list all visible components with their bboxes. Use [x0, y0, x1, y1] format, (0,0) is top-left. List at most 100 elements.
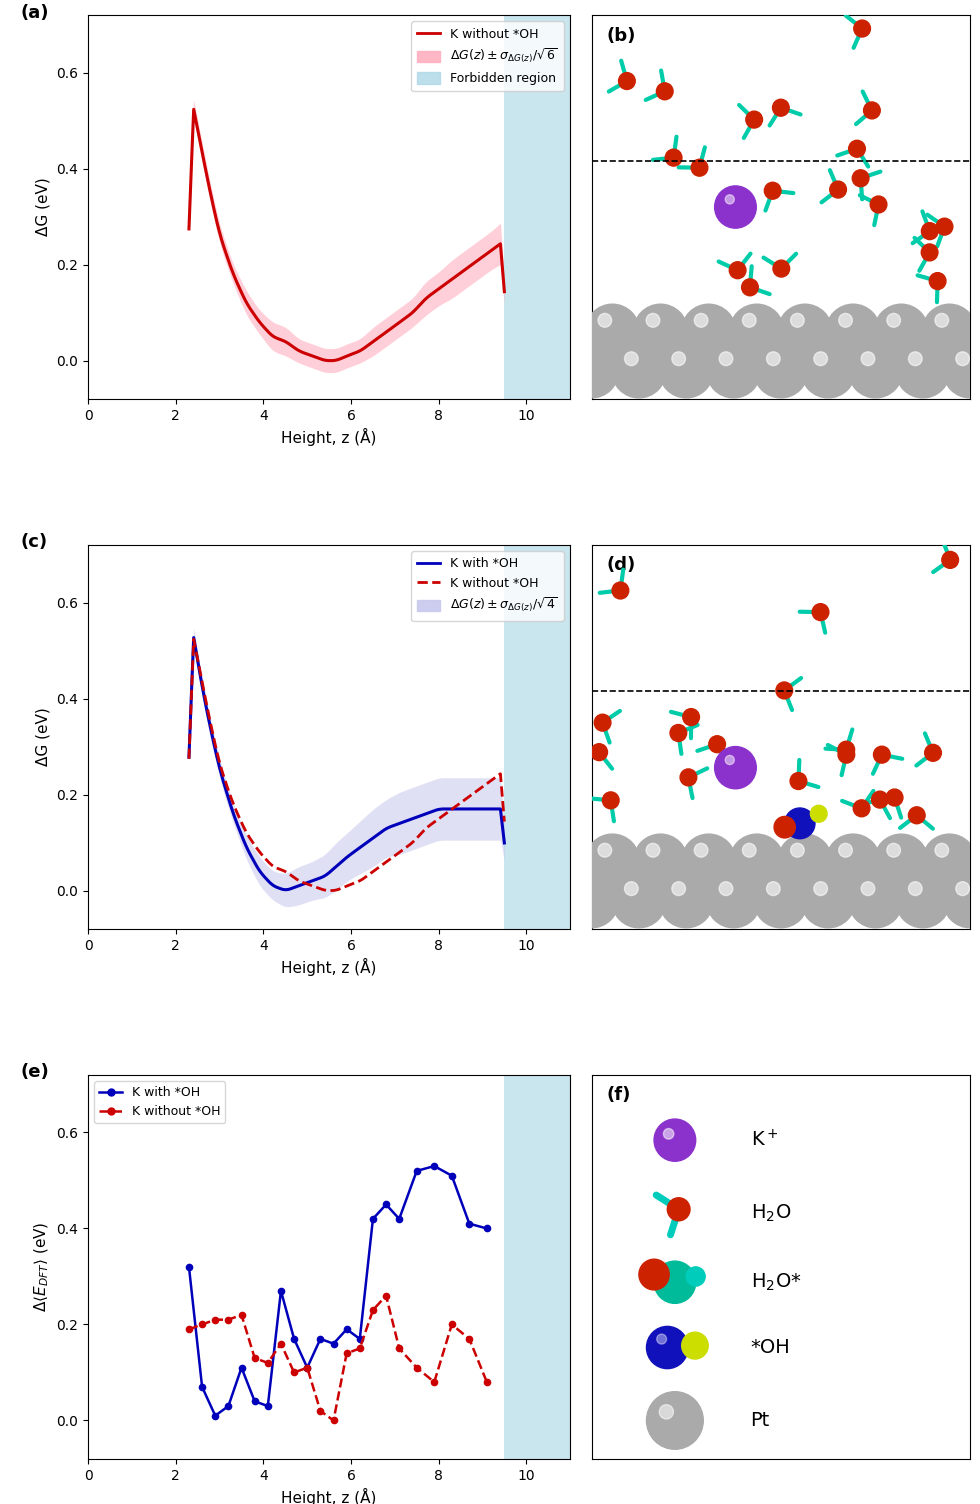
Circle shape — [776, 681, 793, 699]
Circle shape — [826, 835, 880, 889]
Circle shape — [956, 352, 969, 365]
Circle shape — [624, 881, 638, 895]
Circle shape — [719, 352, 733, 365]
Bar — [505, 15, 592, 399]
X-axis label: Height, z (Å): Height, z (Å) — [281, 1487, 377, 1504]
Bar — [505, 544, 592, 929]
Circle shape — [598, 313, 612, 328]
Circle shape — [943, 872, 980, 928]
Circle shape — [935, 313, 949, 328]
Circle shape — [612, 343, 666, 399]
X-axis label: Height, z (Å): Height, z (Å) — [281, 958, 377, 976]
Circle shape — [863, 102, 880, 119]
Circle shape — [683, 708, 700, 725]
Circle shape — [729, 304, 784, 359]
Circle shape — [754, 343, 808, 399]
Text: (e): (e) — [21, 1063, 49, 1081]
Circle shape — [810, 805, 827, 823]
Circle shape — [612, 872, 666, 928]
Circle shape — [943, 343, 980, 399]
Circle shape — [896, 343, 951, 399]
Circle shape — [714, 746, 757, 788]
Circle shape — [791, 844, 805, 857]
Circle shape — [908, 881, 922, 895]
Circle shape — [624, 352, 638, 365]
Circle shape — [603, 793, 619, 809]
Circle shape — [838, 741, 855, 758]
Circle shape — [861, 352, 875, 365]
Circle shape — [612, 582, 629, 599]
Text: (b): (b) — [607, 27, 636, 45]
Circle shape — [659, 343, 713, 399]
Circle shape — [754, 872, 808, 928]
Circle shape — [764, 182, 781, 199]
Circle shape — [870, 196, 887, 214]
Y-axis label: ΔG (eV): ΔG (eV) — [36, 177, 51, 236]
Circle shape — [922, 835, 977, 889]
Circle shape — [746, 111, 762, 128]
Circle shape — [942, 552, 958, 569]
Circle shape — [618, 72, 635, 89]
Circle shape — [849, 343, 903, 399]
Legend: K without *OH, $\Delta G(z) \pm \sigma_{\Delta G(z)}/\sqrt{6}$, Forbidden region: K without *OH, $\Delta G(z) \pm \sigma_{… — [412, 21, 564, 92]
Y-axis label: $\Delta\langle E_{DFT}\rangle$ (eV): $\Delta\langle E_{DFT}\rangle$ (eV) — [32, 1221, 51, 1311]
Circle shape — [646, 844, 660, 857]
Circle shape — [633, 304, 688, 359]
Circle shape — [647, 1391, 704, 1450]
Circle shape — [714, 186, 757, 229]
Circle shape — [660, 1405, 673, 1420]
Circle shape — [873, 746, 890, 763]
X-axis label: Height, z (Å): Height, z (Å) — [281, 429, 377, 447]
Circle shape — [886, 790, 903, 806]
Circle shape — [826, 304, 880, 359]
Circle shape — [801, 872, 856, 928]
Circle shape — [785, 808, 815, 839]
Circle shape — [665, 149, 682, 165]
Text: (c): (c) — [21, 534, 48, 552]
Circle shape — [896, 872, 951, 928]
Circle shape — [719, 881, 733, 895]
Circle shape — [742, 278, 759, 296]
Circle shape — [849, 140, 865, 158]
Circle shape — [812, 603, 829, 621]
Circle shape — [874, 835, 928, 889]
Circle shape — [672, 352, 685, 365]
Circle shape — [672, 881, 685, 895]
Circle shape — [887, 313, 901, 328]
Text: Pt: Pt — [751, 1411, 770, 1430]
Circle shape — [813, 352, 827, 365]
Circle shape — [709, 735, 725, 752]
Circle shape — [654, 1262, 696, 1304]
Circle shape — [921, 223, 938, 239]
Circle shape — [725, 194, 734, 205]
Circle shape — [861, 881, 875, 895]
Circle shape — [657, 1334, 666, 1345]
Circle shape — [729, 262, 746, 278]
Circle shape — [813, 881, 827, 895]
Legend: K with *OH, K without *OH: K with *OH, K without *OH — [94, 1081, 225, 1123]
Circle shape — [908, 806, 925, 824]
Circle shape — [654, 1119, 696, 1161]
Circle shape — [598, 844, 612, 857]
Circle shape — [743, 313, 756, 328]
Circle shape — [874, 304, 928, 359]
Circle shape — [639, 1259, 669, 1290]
Circle shape — [778, 304, 832, 359]
Circle shape — [564, 343, 618, 399]
Circle shape — [936, 218, 953, 235]
Circle shape — [729, 835, 784, 889]
Circle shape — [839, 313, 853, 328]
Legend: K with *OH, K without *OH, $\Delta G(z) \pm \sigma_{\Delta G(z)}/\sqrt{4}$: K with *OH, K without *OH, $\Delta G(z) … — [412, 550, 564, 621]
Circle shape — [564, 872, 618, 928]
Circle shape — [929, 272, 946, 290]
Bar — [505, 1075, 592, 1459]
Circle shape — [646, 313, 660, 328]
Text: (a): (a) — [21, 3, 49, 21]
Circle shape — [956, 881, 969, 895]
Text: *OH: *OH — [751, 1339, 790, 1357]
Circle shape — [766, 352, 780, 365]
Text: (f): (f) — [607, 1086, 631, 1104]
Circle shape — [681, 835, 736, 889]
Circle shape — [871, 791, 888, 808]
Circle shape — [725, 755, 734, 764]
